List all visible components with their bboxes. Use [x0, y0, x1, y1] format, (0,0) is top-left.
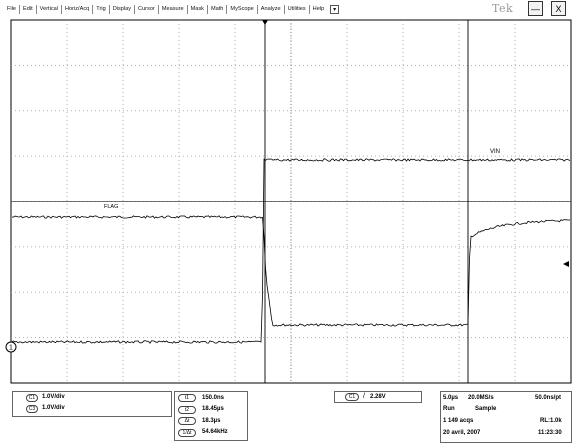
cursor-tag[interactable]: t1 [178, 394, 196, 402]
close-button[interactable]: X [551, 1, 566, 16]
sample-rate: 20.0MS/s [468, 395, 494, 401]
menu-separator [19, 4, 21, 14]
acq-time: 11:23:30 [538, 430, 562, 436]
cursor-value: 18.3µs [202, 417, 221, 424]
trigger-level-marker[interactable] [563, 261, 569, 267]
ch1-marker-label: 1 [9, 345, 13, 352]
graticule-grid [11, 20, 571, 383]
menu-item-display[interactable]: Display [112, 6, 132, 12]
tek-logo: Tek [492, 2, 514, 15]
flag-label: FLAG [104, 204, 118, 210]
menu-item-help[interactable]: Help [312, 6, 325, 12]
time-per-point: 50.0ns/pt [535, 395, 562, 401]
menu-separator [35, 4, 37, 14]
menu-item-trig[interactable]: Trig [96, 6, 106, 12]
menu-item-horiz-acq[interactable]: Horiz/Acq [65, 6, 90, 12]
channel-readout-panel[interactable] [12, 391, 172, 417]
vin-waveform [11, 158, 571, 344]
menu-separator [308, 4, 310, 14]
ch1-tag[interactable]: C1 [26, 394, 38, 402]
menu-separator [108, 4, 110, 14]
time-per-div: 5.0µs [443, 395, 459, 401]
menu-item-edit[interactable]: Edit [23, 6, 33, 12]
flag-waveform [11, 215, 571, 327]
cursor-value: 54.64kHz [202, 429, 228, 435]
acq-state: Run [443, 406, 455, 412]
menu-bar: File Edit Vertical Horiz/Acq Trig Display Curs… [0, 0, 574, 18]
menu-separator [157, 4, 159, 14]
acq-count: 1 149 acqs [443, 418, 474, 424]
menu-separator [283, 4, 285, 14]
acq-mode: Sample [475, 406, 497, 412]
menu-separator [92, 4, 94, 14]
menu-item-mask[interactable]: Mask [190, 6, 204, 12]
vin-label: VIN [490, 149, 500, 155]
minimize-button[interactable]: — [528, 1, 543, 16]
menu-item-measure[interactable]: Measure [161, 6, 184, 12]
menu-item-file[interactable]: File [7, 6, 17, 12]
ch3-tag[interactable]: C3 [26, 405, 38, 413]
menu-item-math[interactable]: Math [210, 6, 224, 12]
menu-item-utilities[interactable]: Utilities [287, 6, 306, 12]
trigger-slope-icon: / [363, 393, 365, 400]
menu-item-myscope[interactable]: MyScope [230, 6, 254, 12]
menu-separator [256, 4, 258, 14]
cursor-value: 150.0ns [202, 394, 225, 401]
acquisition-panel[interactable] [440, 391, 572, 443]
menu-dropdown-icon[interactable]: ▾ [330, 4, 340, 14]
menu-separator [134, 4, 136, 14]
acq-date: 20 avril, 2007 [443, 430, 481, 436]
menu-item-vertical[interactable]: Vertical [39, 6, 58, 12]
menu-separator [61, 4, 62, 14]
menu-item-analyze[interactable]: Analyze [260, 6, 281, 12]
trigger-position-marker[interactable] [262, 20, 268, 25]
menu-item-cursor[interactable]: Cursor [138, 6, 155, 12]
cursor-tag[interactable]: t2 [178, 405, 196, 414]
ch1-scale: 1.0V/div [42, 394, 65, 400]
menu-separator [226, 4, 228, 14]
menu-separator [186, 4, 188, 14]
record-length: RL:1.0k [540, 418, 562, 424]
menu-separator [206, 4, 208, 14]
trigger-source-tag[interactable]: C1 [345, 393, 359, 401]
ch1-ground-marker[interactable] [5, 341, 17, 353]
cursor-tag[interactable]: Δt [178, 417, 196, 425]
cursor-tag[interactable]: 1/Δt [178, 428, 196, 437]
cursor-value: 18.45µs [202, 406, 224, 412]
ch3-scale: 1.0V/div [42, 405, 65, 411]
trigger-level: 2.28V [370, 394, 386, 400]
